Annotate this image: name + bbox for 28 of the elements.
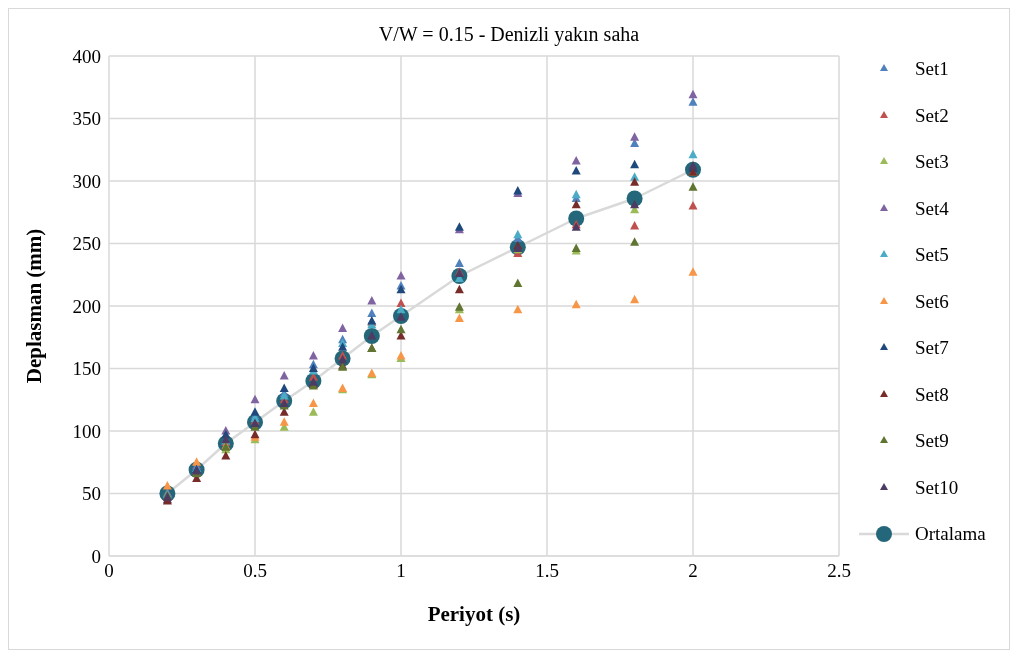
legend-label: Set5 bbox=[915, 244, 949, 267]
legend-label: Set9 bbox=[915, 430, 949, 453]
y-tick-label: 200 bbox=[72, 295, 101, 317]
y-tick-label: 150 bbox=[72, 358, 101, 380]
legend-label: Set8 bbox=[915, 383, 949, 406]
y-tick-label: 300 bbox=[72, 170, 101, 192]
chart-title: V/W = 0.15 - Denizli yakın saha bbox=[377, 23, 641, 46]
legend-label: Set10 bbox=[915, 476, 959, 499]
legend-label: Set6 bbox=[915, 290, 949, 313]
y-tick-label: 100 bbox=[72, 420, 101, 442]
legend-label: Ortalama bbox=[915, 523, 986, 546]
x-tick-label: 2 bbox=[688, 560, 698, 582]
x-tick-label: 0.5 bbox=[243, 560, 267, 582]
y-tick-label: 250 bbox=[72, 233, 101, 255]
x-tick-label: 1.5 bbox=[535, 560, 559, 582]
y-tick-label: 400 bbox=[72, 45, 101, 67]
y-tick-label: 0 bbox=[91, 545, 101, 567]
legend-label: Set3 bbox=[915, 151, 949, 174]
legend-label: Set1 bbox=[915, 58, 949, 81]
x-tick-label: 1 bbox=[396, 560, 406, 582]
legend-label: Set2 bbox=[915, 104, 949, 127]
y-axis-title: Deplasman (mm) bbox=[22, 228, 47, 384]
x-tick-label: 2.5 bbox=[827, 560, 851, 582]
y-tick-label: 50 bbox=[82, 483, 101, 505]
legend-label: Set7 bbox=[915, 337, 949, 360]
legend-label: Set4 bbox=[915, 197, 949, 220]
x-axis-title: Periyot (s) bbox=[427, 602, 521, 626]
y-tick-label: 350 bbox=[72, 108, 101, 130]
